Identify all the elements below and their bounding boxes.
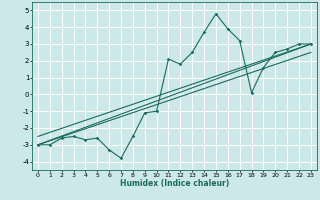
X-axis label: Humidex (Indice chaleur): Humidex (Indice chaleur)	[120, 179, 229, 188]
